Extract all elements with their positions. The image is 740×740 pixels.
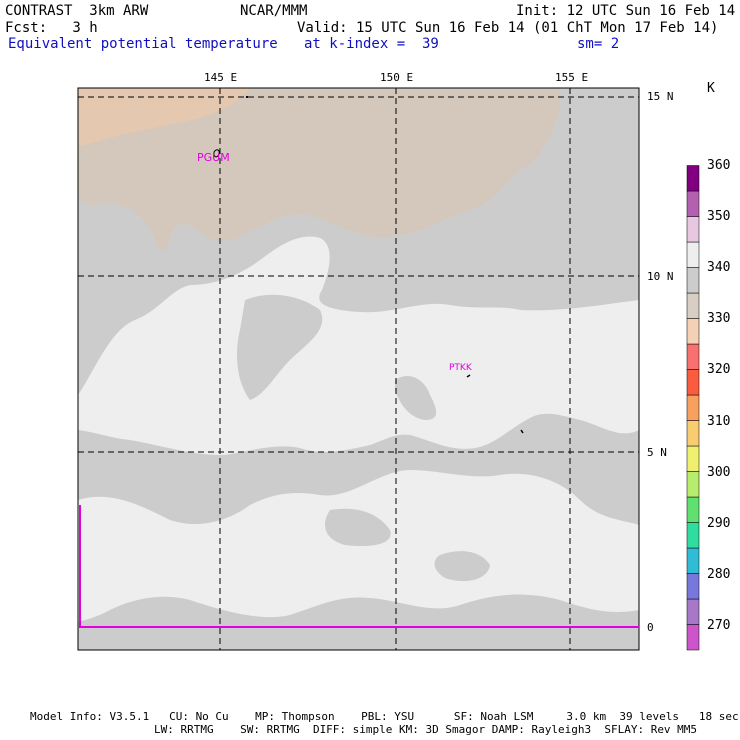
level-label: at k-index = 39 (304, 36, 439, 52)
lat-label-0: 0 (647, 621, 654, 634)
colorbar-swatch (686, 573, 700, 600)
colorbar-swatch (686, 598, 700, 625)
colorbar-swatch (686, 241, 700, 268)
colorbar-swatch (686, 369, 700, 396)
domain-boundary (79, 505, 639, 628)
colorbar-swatch (686, 547, 700, 574)
lat-label-10: 10 N (647, 270, 674, 283)
colorbar-label: 270 (707, 617, 731, 633)
colorbar-label: 350 (707, 209, 731, 225)
station-pgum: PGUM (197, 151, 230, 164)
colorbar (686, 165, 700, 651)
model-title: CONTRAST 3km ARW (5, 3, 149, 19)
field-350-patch (395, 375, 437, 420)
island-marker-south (520, 429, 524, 434)
lat-label-5: 5 N (647, 446, 667, 459)
smoothing-label: sm= 2 (577, 36, 620, 52)
center-label: NCAR/MMM (240, 3, 308, 19)
colorbar-swatch (686, 522, 700, 549)
lat-lon-grid (78, 88, 639, 650)
valid-time: Valid: 15 UTC Sun 16 Feb 14 (01 ChT Mon … (297, 20, 719, 36)
model-info-line2: LW: RRTMG SW: RRTMG DIFF: simple KM: 3D … (154, 723, 698, 736)
station-ptkk: PTKK (449, 363, 473, 373)
colorbar-label: 310 (707, 413, 731, 429)
colorbar-swatch (686, 624, 700, 651)
colorbar-label: 300 (707, 464, 731, 480)
colorbar-swatch (686, 190, 700, 217)
lon-label-155: 155 E (555, 71, 589, 84)
colorbar-swatch (686, 394, 700, 421)
lat-label-15: 15 N (647, 90, 674, 103)
colorbar-swatch (686, 292, 700, 319)
lon-label-145: 145 E (204, 71, 238, 84)
colorbar-label: 320 (707, 362, 731, 378)
colorbar-swatch (686, 165, 700, 192)
field-360-band (78, 236, 639, 455)
colorbar-label: 280 (707, 566, 731, 582)
field-name: Equivalent potential temperature (8, 36, 278, 52)
colorbar-label: 330 (707, 311, 731, 327)
colorbar-swatch (686, 318, 700, 345)
colorbar-swatch (686, 471, 700, 498)
colorbar-swatch (686, 445, 700, 472)
colorbar-swatch (686, 420, 700, 447)
colorbar-label: 290 (707, 515, 731, 531)
theta-e-field (78, 88, 639, 650)
chuuk-coastline (466, 374, 471, 378)
colorbar-swatch (686, 343, 700, 370)
lon-label-150: 150 E (380, 71, 414, 84)
init-time: Init: 12 UTC Sun 16 Feb 14 (516, 3, 736, 19)
colorbar-unit: K (707, 81, 715, 96)
field-350-south-patch (325, 508, 391, 547)
colorbar-swatch (686, 496, 700, 523)
field-350-wedge (237, 294, 323, 400)
colorbar-swatch (686, 216, 700, 243)
field-340 (78, 88, 250, 146)
guam-coastline (213, 149, 220, 158)
colorbar-label: 360 (707, 158, 731, 173)
field-345 (78, 88, 560, 252)
field-350-south-patch-2 (434, 551, 490, 582)
colorbar-label: 340 (707, 260, 731, 276)
map-frame (77, 87, 640, 651)
forecast-hour: Fcst: 3 h (5, 20, 98, 36)
model-info-line1: Model Info: V3.5.1 CU: No Cu MP: Thompso… (30, 710, 739, 723)
colorbar-swatch (686, 267, 700, 294)
